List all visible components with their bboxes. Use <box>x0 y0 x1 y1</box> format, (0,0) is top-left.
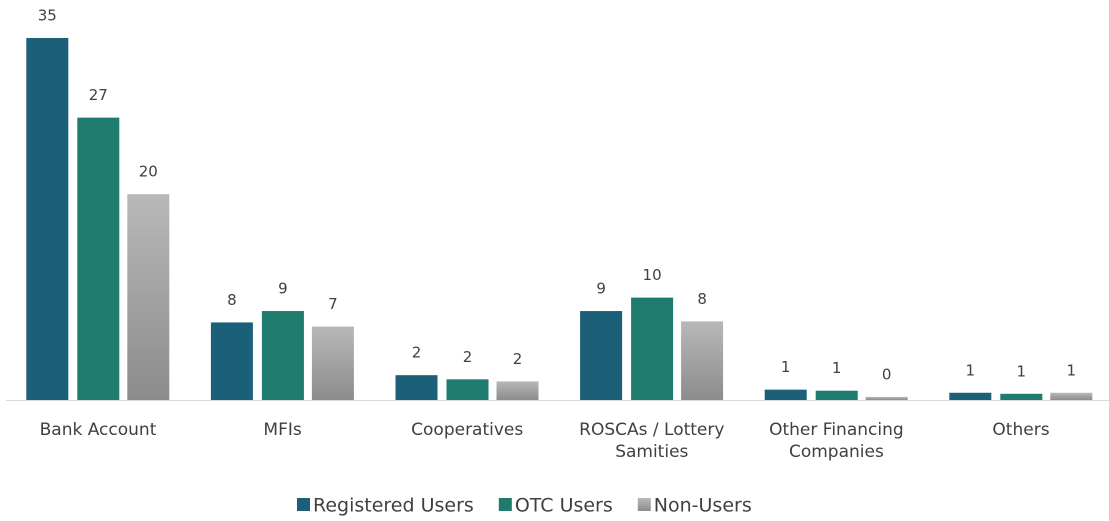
legend-swatch <box>297 498 310 511</box>
data-label: 8 <box>697 290 707 308</box>
x-tick-label: Bank Account <box>39 420 157 440</box>
bar <box>395 375 438 400</box>
data-label: 9 <box>278 280 288 298</box>
bar <box>815 390 858 400</box>
bar <box>311 326 354 400</box>
legend-label: Non-Users <box>654 495 752 517</box>
data-label: 1 <box>966 361 976 379</box>
x-tick-label: ROSCAs / Lottery Samities <box>579 420 725 462</box>
bar <box>496 381 539 400</box>
bar <box>77 117 120 400</box>
legend-swatch <box>498 498 512 511</box>
data-label: 1 <box>1067 361 1077 379</box>
data-label: 35 <box>38 7 57 25</box>
data-label: 2 <box>412 344 422 362</box>
data-label: 20 <box>139 163 158 181</box>
x-tick-label: Cooperatives <box>411 420 524 440</box>
data-label: 2 <box>463 348 473 366</box>
data-label: 7 <box>328 295 338 313</box>
x-tick-label: Other Financing Companies <box>769 420 904 462</box>
data-label: 0 <box>882 365 892 383</box>
legend-label: OTC Users <box>515 495 613 517</box>
bar <box>1050 392 1093 400</box>
data-label: 1 <box>832 359 842 377</box>
data-label: 1 <box>781 358 791 376</box>
data-label: 2 <box>513 350 523 368</box>
data-label: 8 <box>227 291 237 309</box>
data-label: 10 <box>643 266 662 284</box>
data-label: 1 <box>1017 362 1027 380</box>
bar <box>865 396 908 400</box>
bar <box>127 194 170 400</box>
bar <box>26 38 69 400</box>
bar <box>446 379 489 400</box>
bar <box>1000 393 1043 400</box>
x-tick-label: Others <box>992 420 1050 440</box>
bar <box>681 321 724 400</box>
bar <box>210 322 253 400</box>
legend-label: Registered Users <box>313 495 474 517</box>
legend-swatch <box>637 498 651 511</box>
data-label: 27 <box>89 86 108 104</box>
data-label: 9 <box>596 280 606 298</box>
bar <box>949 392 992 400</box>
bar <box>261 311 304 400</box>
bar <box>580 311 623 400</box>
x-tick-label: MFIs <box>263 420 302 440</box>
bar <box>764 389 807 400</box>
bar <box>631 297 674 400</box>
